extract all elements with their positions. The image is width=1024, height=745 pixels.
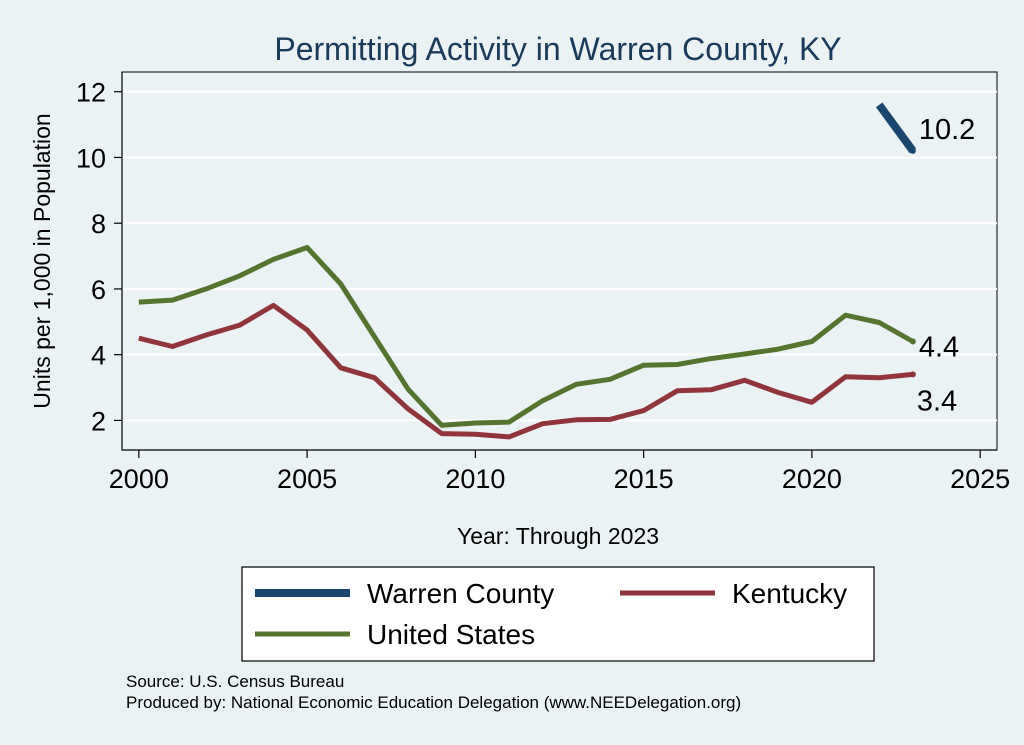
x-tick-label: 2015 (614, 464, 674, 494)
series-line-warren-county (875, 102, 917, 154)
y-tick-label: 8 (91, 209, 106, 239)
legend-label: Kentucky (732, 578, 847, 609)
y-tick-label: 4 (91, 341, 106, 371)
series-end-point (909, 371, 916, 378)
series-end-point (909, 338, 916, 345)
producer-note: Produced by: National Economic Education… (126, 693, 741, 712)
series-layer (138, 102, 917, 440)
source-note: Source: U.S. Census Bureau (126, 672, 344, 691)
series-line-kentucky (138, 302, 914, 440)
y-tick-label: 10 (76, 143, 106, 173)
x-tick-label: 2025 (950, 464, 1010, 494)
x-tick-label: 2010 (445, 464, 505, 494)
plot-area: 4.4 3.4 10.2 (121, 71, 998, 451)
y-axis: 2 4 6 8 10 12 (76, 72, 123, 450)
x-tick-label: 2005 (277, 464, 337, 494)
chart-title: Permitting Activity in Warren County, KY (274, 31, 841, 67)
end-label-warren-county: 10.2 (919, 114, 975, 146)
x-axis-title: Year: Through 2023 (457, 523, 659, 549)
y-axis-title: Units per 1,000 in Population (29, 113, 55, 408)
end-label-kentucky: 3.4 (917, 385, 957, 417)
legend-label: United States (367, 619, 535, 650)
series-end-point (909, 147, 916, 154)
end-labels: 4.4 3.4 10.2 (917, 114, 975, 418)
legend-box (241, 566, 875, 662)
grid-lines (122, 90, 997, 422)
y-tick-label: 2 (91, 406, 106, 436)
x-axis: 2000 2005 2010 2015 2020 2025 (109, 449, 1010, 494)
y-tick-label: 12 (76, 78, 106, 108)
legend-label: Warren County (367, 578, 554, 609)
end-label-united-states: 4.4 (919, 332, 959, 364)
series-line-united-states (138, 245, 915, 428)
y-tick-label: 6 (91, 275, 106, 305)
x-tick-label: 2000 (109, 464, 169, 494)
legend: Warren County Kentucky United States (241, 566, 875, 662)
x-tick-label: 2020 (782, 464, 842, 494)
